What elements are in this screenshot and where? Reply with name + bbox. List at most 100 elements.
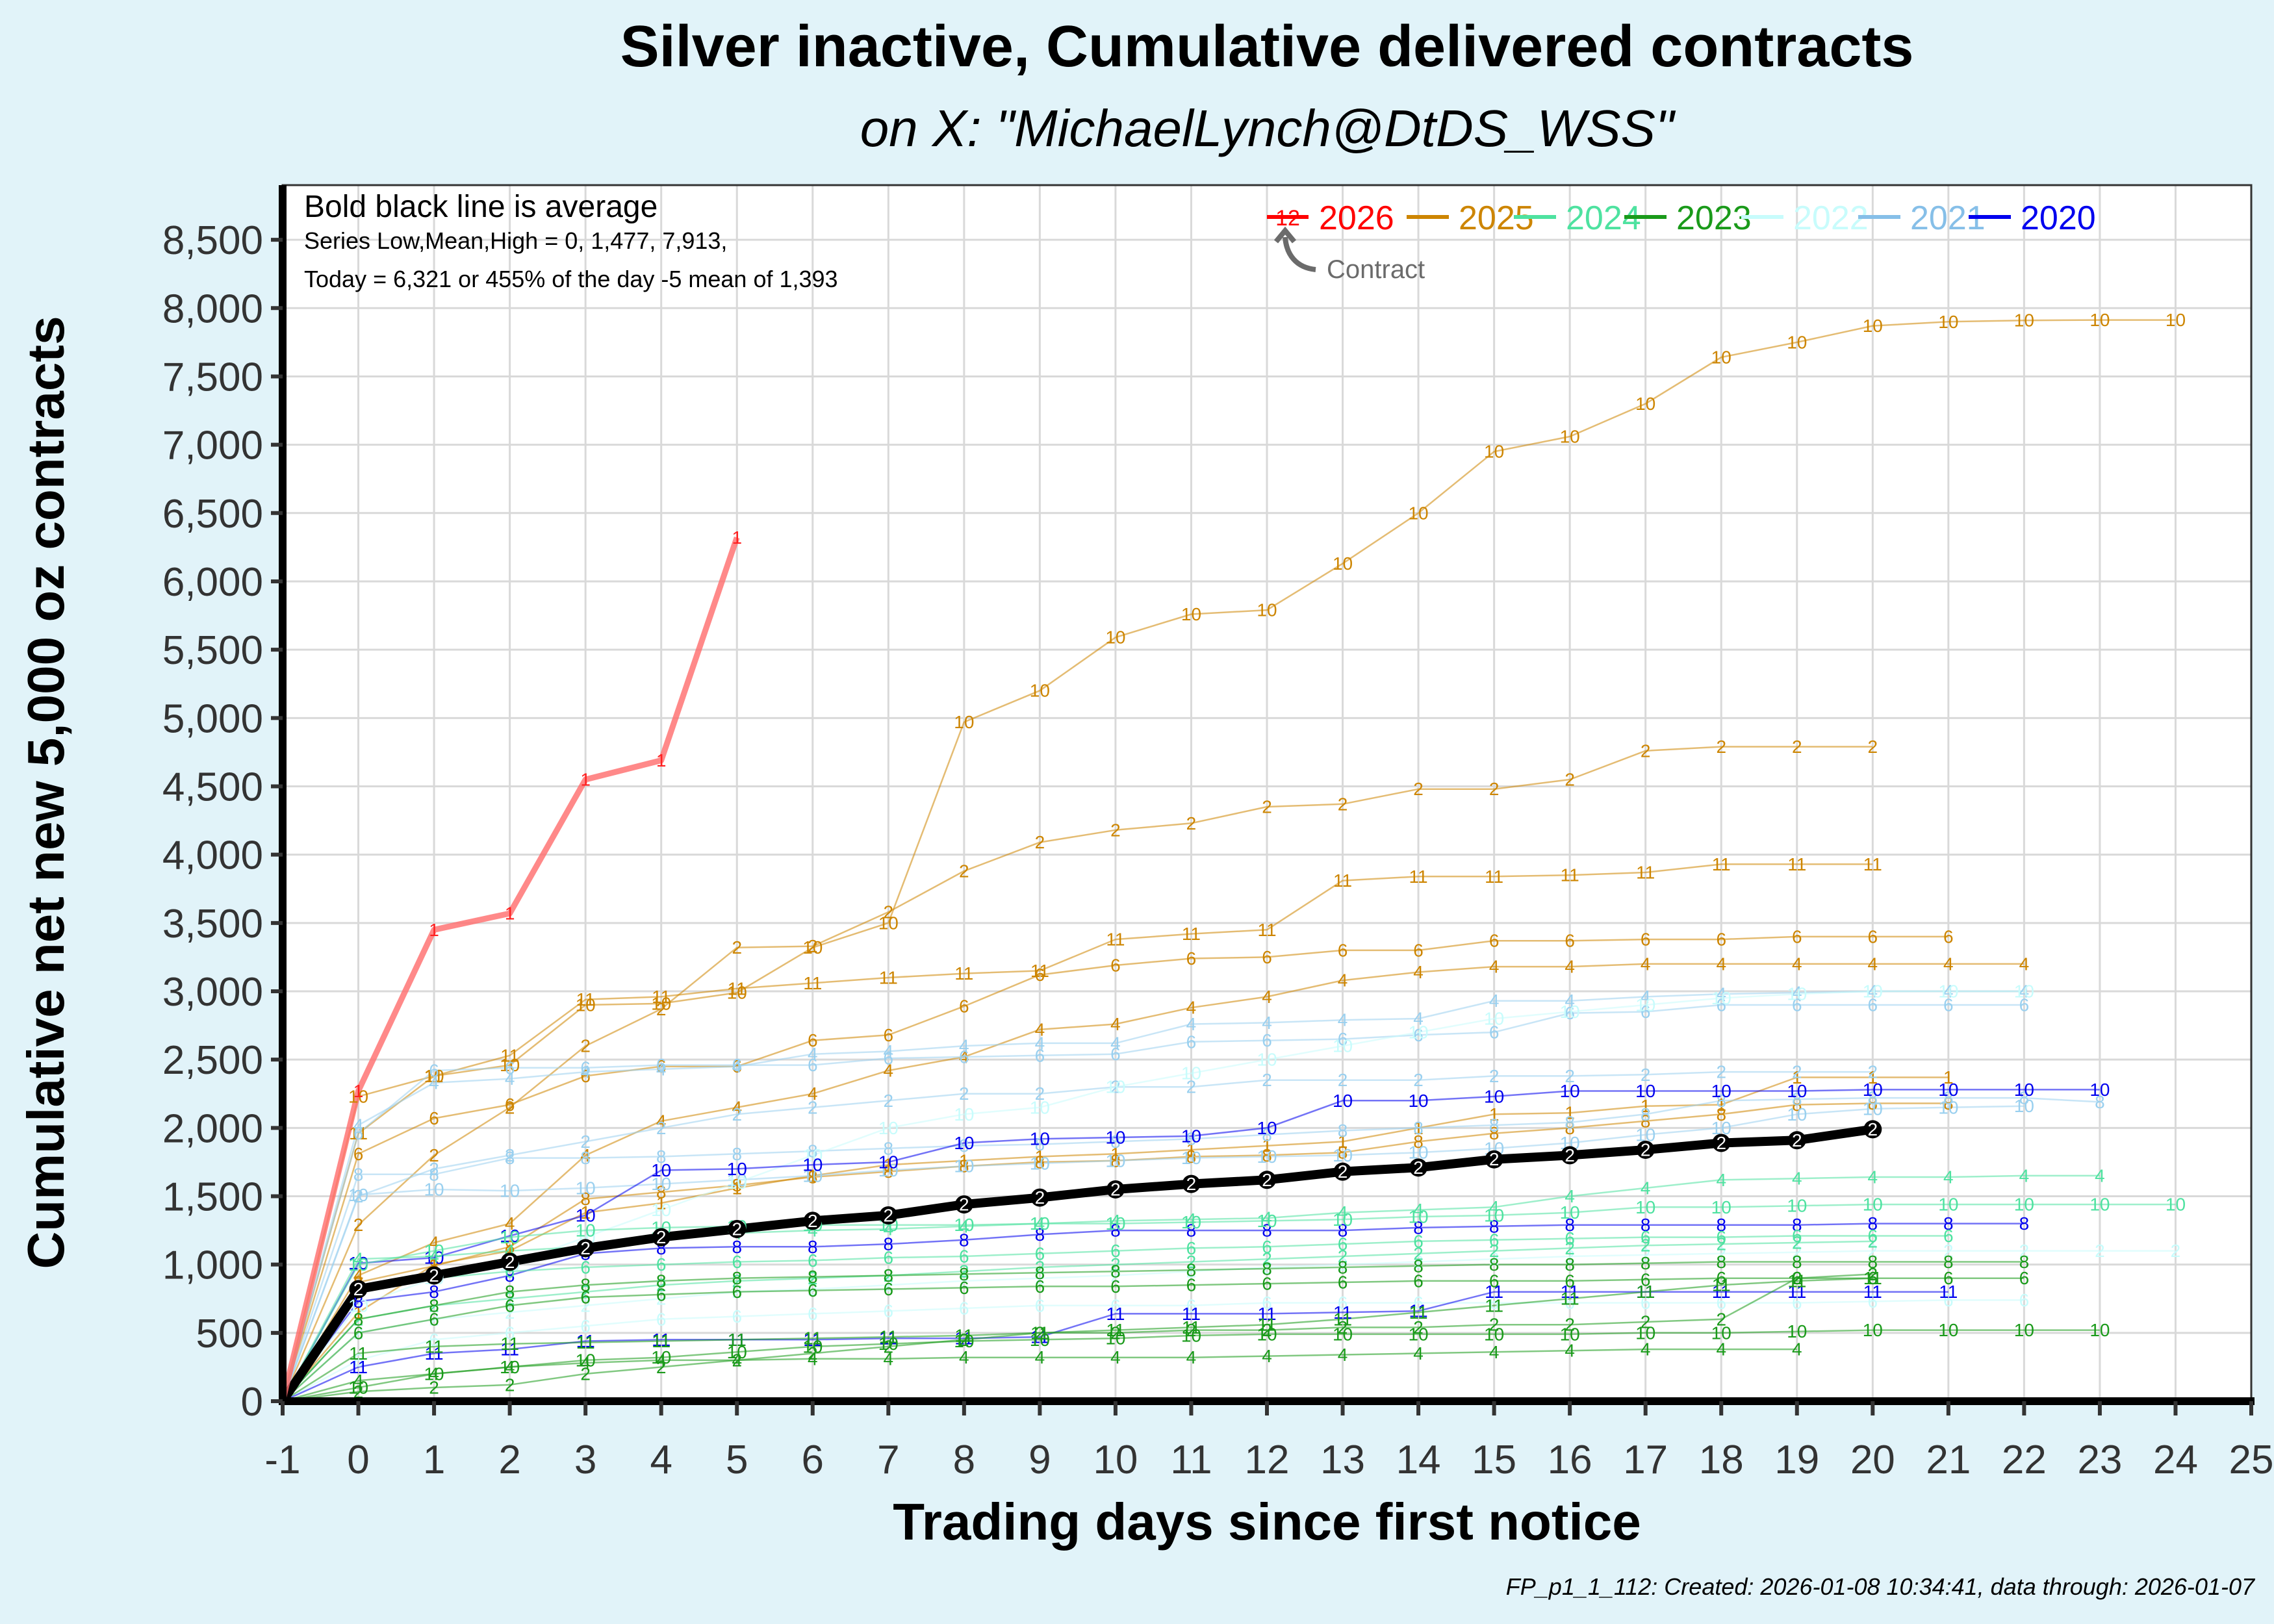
point-label: 6: [1792, 1293, 1802, 1313]
point-label: 4: [732, 1097, 742, 1117]
y-tick-label: 4,500: [162, 765, 263, 809]
point-label: 2: [429, 1309, 439, 1329]
point-label: 6: [1338, 1273, 1348, 1293]
point-label: 8: [808, 1141, 818, 1161]
point-label: 10: [1030, 1154, 1050, 1174]
y-tick-label: 5,000: [162, 696, 263, 741]
point-label: 8: [353, 1309, 364, 1329]
point-label: 2: [1338, 1317, 1348, 1338]
point-label: 6: [1641, 1293, 1651, 1313]
point-label: 4: [959, 1036, 969, 1056]
point-label: 2: [1262, 1320, 1272, 1340]
series-line: [282, 1076, 1948, 1402]
point-label: 2: [1868, 1264, 1878, 1284]
point-label: 10: [1408, 1022, 1428, 1043]
series-line: [281, 1235, 1948, 1402]
point-label: 10: [1333, 1210, 1353, 1230]
point-label: 8: [1338, 1143, 1348, 1163]
average-point-label: 2: [1489, 1149, 1500, 1169]
x-tick-label: 15: [1472, 1438, 1516, 1482]
point-label: 1: [429, 920, 439, 940]
point-label: 10: [727, 1173, 747, 1193]
point-label: 8: [1716, 1215, 1726, 1235]
point-label: 6: [1943, 995, 1954, 1015]
point-label: 11: [1863, 1282, 1882, 1302]
point-label: 6: [1338, 1029, 1348, 1049]
point-label: 10: [1257, 1211, 1277, 1231]
point-label: 2: [1413, 1070, 1424, 1090]
point-label: 2: [656, 1357, 667, 1377]
point-label: 4: [1186, 1014, 1197, 1034]
point-label: 11: [425, 1066, 444, 1086]
point-label: 2: [656, 1289, 667, 1309]
point-label: 10: [651, 1174, 671, 1194]
series-line: [282, 990, 2025, 1402]
point-label: 11: [576, 1331, 595, 1351]
point-label: 6: [580, 1257, 591, 1277]
point-label: 10: [2014, 1096, 2034, 1116]
point-label: 8: [1035, 1134, 1045, 1154]
point-label: 6: [505, 1095, 515, 1115]
series-line: [281, 319, 2176, 1402]
point-label: 4: [1792, 1169, 1802, 1189]
point-label: 1: [1641, 1096, 1651, 1116]
point-label: 4: [1110, 1033, 1121, 1053]
point-label: 11: [500, 1339, 519, 1360]
point-label: 1: [1868, 1067, 1878, 1087]
point-label: 2: [1792, 737, 1802, 757]
y-tick-label: 2,000: [162, 1106, 263, 1151]
point-label: 8: [884, 1265, 894, 1286]
point-label: 10: [1560, 1202, 1580, 1223]
point-label: 11: [954, 963, 973, 983]
point-label: 8: [959, 1230, 969, 1250]
point-label: 4: [1413, 1009, 1424, 1029]
point-label: 8: [656, 1182, 667, 1202]
point-label: 2: [1186, 1252, 1197, 1272]
point-label: 6: [1186, 1238, 1197, 1258]
point-label: 4: [808, 1044, 818, 1064]
series-line: [281, 963, 2025, 1402]
point-label: 2: [1338, 1254, 1348, 1275]
point-label: 2: [505, 1375, 515, 1395]
average-point-label: 2: [1868, 1119, 1878, 1139]
x-tick-label: 24: [2153, 1438, 2198, 1482]
point-label: 8: [1565, 1215, 1575, 1235]
point-label: 8: [1186, 1147, 1197, 1167]
point-label: 6: [1110, 1044, 1121, 1064]
legend: 12 Contract 2026 2025 2024 2023 2022 2021 2020: [1267, 199, 2096, 284]
point-label: 8: [1641, 1253, 1651, 1273]
point-label: 6: [1565, 1228, 1575, 1249]
point-label: 4: [884, 1060, 894, 1080]
point-label: 11: [954, 1328, 973, 1349]
point-label: 2: [808, 1268, 818, 1288]
x-tick-label: 5: [726, 1438, 748, 1482]
point-label: 10: [1105, 1077, 1125, 1097]
point-label: 11: [425, 1336, 444, 1356]
point-label: 4: [1565, 1186, 1575, 1206]
point-label: 4: [1489, 957, 1500, 977]
point-label: 10: [1863, 1098, 1883, 1119]
point-label: 8: [884, 1161, 894, 1182]
point-label: 8: [1565, 1254, 1575, 1275]
point-label: 4: [1943, 954, 1954, 974]
y-tick-label: 7,000: [162, 424, 263, 468]
point-label: 10: [1333, 1324, 1353, 1344]
point-label: 10: [802, 1165, 823, 1186]
point-label: 6: [1716, 1227, 1726, 1247]
point-label: 2: [1035, 1323, 1045, 1343]
point-label: 10: [2089, 1320, 2110, 1340]
point-label: 8: [1792, 1089, 1802, 1110]
point-label: 8: [1035, 1263, 1045, 1283]
legend-label: 2022: [1793, 199, 1869, 237]
point-label: 10: [1863, 1080, 1883, 1100]
point-label: 2: [1110, 1077, 1121, 1097]
average-point-label: 2: [656, 1227, 667, 1247]
point-label: 6: [1035, 1276, 1045, 1297]
point-label: 6: [959, 1298, 969, 1318]
point-label: 10: [1333, 553, 1353, 574]
point-label: 6: [1413, 1025, 1424, 1045]
point-label: 6: [808, 1304, 818, 1324]
average-point-label: 2: [353, 1279, 364, 1299]
point-label: 11: [652, 1330, 671, 1350]
average-point: [1409, 1158, 1428, 1177]
